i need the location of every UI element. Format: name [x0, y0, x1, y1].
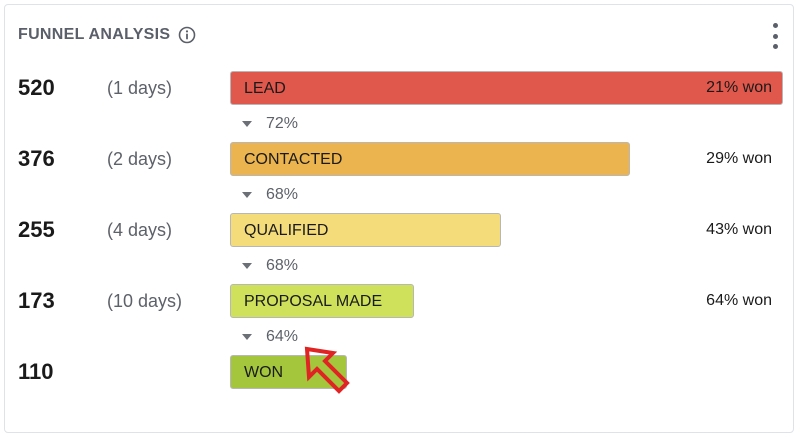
stage-count: 110 — [18, 359, 54, 384]
stage-label: LEAD — [244, 80, 286, 97]
stage-bar[interactable]: WON — [230, 355, 347, 389]
funnel-stage-proposal-made: 173 (10 days) PROPOSAL MADE 64% won — [5, 284, 795, 318]
stage-duration: (1 days) — [107, 78, 173, 98]
triangle-down-icon — [242, 192, 252, 198]
funnel-analysis-card: FUNNEL ANALYSIS 520 (1 days) LEAD 21% wo… — [4, 4, 794, 433]
conversion-rate: 68% — [242, 256, 298, 276]
widget-header: FUNNEL ANALYSIS — [18, 25, 196, 45]
widget-title: FUNNEL ANALYSIS — [18, 26, 171, 43]
red-arrow-icon — [304, 346, 350, 394]
kebab-menu-icon[interactable] — [770, 23, 780, 49]
stage-bar[interactable]: CONTACTED — [230, 142, 630, 176]
stage-bar[interactable]: LEAD — [230, 71, 783, 105]
stage-bar[interactable]: QUALIFIED — [230, 213, 501, 247]
stage-label: CONTACTED — [244, 151, 343, 168]
stage-count: 173 — [18, 288, 55, 313]
conversion-rate: 68% — [242, 185, 298, 205]
conversion-value: 64% — [266, 328, 299, 345]
funnel-stage-won: 110 WON — [5, 355, 795, 389]
triangle-down-icon — [242, 121, 252, 127]
stage-label: QUALIFIED — [244, 222, 329, 239]
stage-count: 255 — [18, 217, 55, 242]
stage-won-rate: 21% won — [706, 79, 772, 96]
triangle-down-icon — [242, 334, 252, 340]
kebab-dot — [772, 44, 778, 49]
conversion-value: 72% — [266, 115, 299, 132]
kebab-dot — [772, 33, 778, 39]
stage-count: 520 — [18, 75, 55, 100]
conversion-value: 68% — [266, 257, 299, 274]
funnel-stage-lead: 520 (1 days) LEAD 21% won — [5, 71, 795, 105]
stage-count: 376 — [18, 146, 55, 171]
stage-bar[interactable]: PROPOSAL MADE — [230, 284, 414, 318]
info-circle-icon[interactable] — [178, 26, 196, 44]
conversion-value: 68% — [266, 186, 299, 203]
stage-duration: (4 days) — [107, 220, 173, 240]
conversion-rate: 72% — [242, 114, 298, 134]
funnel-stage-qualified: 255 (4 days) QUALIFIED 43% won — [5, 213, 795, 247]
funnel-stage-contacted: 376 (2 days) CONTACTED 29% won — [5, 142, 795, 176]
stage-duration: (10 days) — [107, 291, 183, 311]
stage-label: WON — [244, 364, 284, 381]
stage-won-rate: 43% won — [706, 221, 772, 238]
triangle-down-icon — [242, 263, 252, 269]
stage-duration: (2 days) — [107, 149, 173, 169]
conversion-rate: 64% — [242, 327, 298, 347]
stage-label: PROPOSAL MADE — [244, 293, 383, 310]
stage-won-rate: 29% won — [706, 150, 772, 167]
kebab-dot — [772, 23, 778, 28]
stage-won-rate: 64% won — [706, 292, 772, 309]
